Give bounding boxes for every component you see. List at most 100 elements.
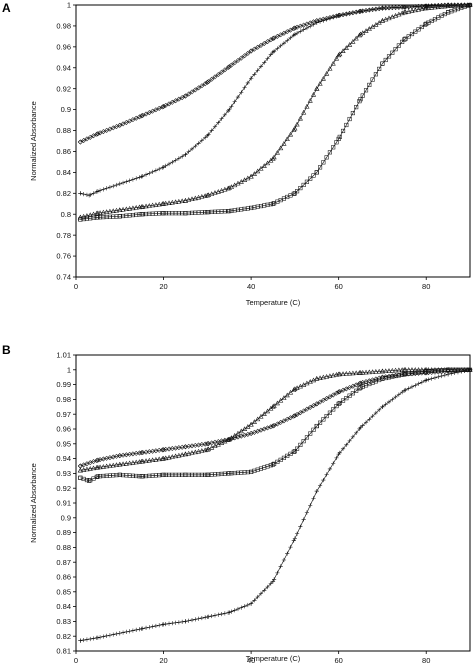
- panel-a-diamond-marker: [153, 107, 159, 113]
- panel-b-square-marker: [111, 473, 116, 478]
- panel-b-triangle-marker: [402, 367, 408, 372]
- panel-b-triangle-marker: [163, 455, 169, 461]
- panel-a-diamond-marker: [232, 60, 238, 66]
- panel-a-triangle-marker: [110, 208, 116, 213]
- panel-a-triangle-marker: [379, 18, 386, 23]
- panel-a-diamond-marker: [209, 76, 215, 82]
- panel-b-square-marker: [193, 472, 198, 477]
- panel-a-square-marker: [143, 211, 149, 217]
- panel-a-diamond-marker: [199, 83, 205, 89]
- panel-b-plus-marker: [157, 623, 162, 628]
- panel-a-square-marker: [386, 54, 392, 59]
- panel-a-square-marker: [147, 211, 152, 216]
- panel-b-plus-marker: [337, 450, 342, 455]
- panel-b-plus-marker: [294, 531, 300, 536]
- panel-b-plus-marker: [426, 377, 431, 382]
- panel-a-triangle-marker: [84, 213, 90, 218]
- panel-a-square-marker: [304, 179, 309, 184]
- panel-b-triangle-marker: [393, 367, 399, 373]
- panel-b-square-marker: [423, 369, 428, 374]
- panel-b-y-tick-label: 0.83: [56, 617, 71, 626]
- panel-a-plus-marker: [275, 46, 280, 51]
- panel-b-triangle-marker: [386, 368, 392, 373]
- panel-b-triangle-marker: [350, 370, 356, 376]
- panel-a-square-marker: [462, 4, 467, 9]
- panel-b-triangle-marker: [84, 466, 90, 472]
- panel-b-triangle-marker: [248, 421, 254, 427]
- panel-a-triangle-marker: [117, 207, 123, 213]
- panel-b-triangle-marker: [222, 438, 228, 444]
- panel-b-triangle-marker: [166, 454, 172, 460]
- panel-a-triangle-marker: [97, 210, 103, 215]
- panel-a-diamond-marker: [205, 79, 211, 85]
- panel-b-plus-marker: [281, 557, 287, 563]
- panel-a-triangle-marker: [310, 91, 317, 97]
- panel-b-plus-marker: [183, 619, 188, 624]
- panel-b-triangle-marker: [218, 440, 225, 445]
- panel-b-diamond-marker: [343, 386, 349, 392]
- panel-a-square-marker: [380, 61, 385, 66]
- panel-a-plus-marker: [288, 35, 293, 40]
- panel-a-y-tick-label: 0.8: [61, 210, 71, 219]
- panel-b-plus-marker: [452, 370, 457, 376]
- panel-b-triangle-marker: [199, 448, 205, 453]
- panel-b-x-tick-label: 20: [159, 656, 167, 663]
- panel-a-square-marker: [446, 10, 451, 15]
- panel-b-triangle-marker: [120, 461, 126, 467]
- panel-b-plus-marker: [327, 466, 333, 472]
- panel-b-square-marker: [153, 473, 158, 478]
- panel-b-triangle-marker: [238, 428, 244, 434]
- panel-b-triangle-marker: [327, 373, 333, 378]
- panel-b-square-marker: [232, 470, 237, 476]
- panel-a-triangle-marker: [399, 10, 405, 16]
- panel-a-plus-marker: [301, 27, 306, 32]
- panel-a-triangle-marker: [113, 207, 120, 213]
- panel-b-square-marker: [383, 375, 388, 381]
- panel-a-triangle-marker: [222, 186, 228, 192]
- panel-a-diamond-point: [161, 103, 167, 109]
- panel-b-plus-marker: [193, 617, 198, 622]
- panel-b-triangle-marker: [287, 389, 294, 395]
- panel-a-plus-marker: [304, 25, 310, 31]
- panel-a-plus-marker: [311, 22, 316, 27]
- panel-b-triangle-marker: [189, 450, 195, 455]
- panel-a-square-marker: [166, 211, 172, 216]
- panel-a-plus-marker: [134, 176, 139, 181]
- panel-a-plus-marker: [81, 191, 86, 197]
- panel-b-square-marker: [78, 475, 83, 480]
- panel-b-plus-marker: [340, 446, 346, 451]
- panel-a-triangle-point: [226, 185, 232, 191]
- panel-a-triangle-marker: [307, 97, 313, 103]
- panel-a-square-marker: [252, 205, 257, 210]
- panel-a-square-marker: [229, 208, 234, 213]
- panel-a-plus-marker: [199, 138, 204, 143]
- panel-b-plus-marker: [242, 604, 247, 609]
- panel-a-y-tick-label: 0.74: [56, 273, 71, 282]
- panel-b-square-marker: [442, 367, 447, 373]
- panel-a-square-marker: [370, 77, 375, 82]
- panel-a-plus-marker: [324, 17, 329, 22]
- panel-a-triangle-marker: [327, 65, 333, 71]
- panel-b-plus-marker: [446, 372, 451, 377]
- panel-b-diamond-marker: [333, 390, 339, 396]
- panel-a-triangle-marker: [445, 3, 451, 9]
- panel-a-square-marker: [170, 211, 175, 216]
- panel-b-plus-marker: [78, 638, 83, 643]
- panel-b-square-marker: [321, 417, 326, 422]
- panel-b-triangle-marker: [169, 454, 175, 459]
- panel-a-triangle-marker: [324, 70, 330, 76]
- panel-a-triangle-marker: [422, 5, 428, 11]
- panel-a-triangle-marker: [218, 187, 225, 193]
- panel-a-square-marker: [455, 6, 461, 12]
- panel-b-y-tick-label: 0.94: [56, 454, 71, 463]
- panel-b-y-tick-label: 0.86: [56, 573, 71, 582]
- panel-a-plus-marker: [321, 18, 326, 23]
- panel-a-square-point: [292, 191, 297, 196]
- panel-b-plus-marker: [419, 380, 424, 385]
- panel-b-diamond-marker: [271, 423, 277, 429]
- panel-b-diamond-marker: [324, 396, 330, 402]
- panel-b-square-marker: [157, 473, 162, 478]
- panel-a-plus-marker: [137, 175, 142, 180]
- panel-a-diamond-marker: [117, 122, 123, 128]
